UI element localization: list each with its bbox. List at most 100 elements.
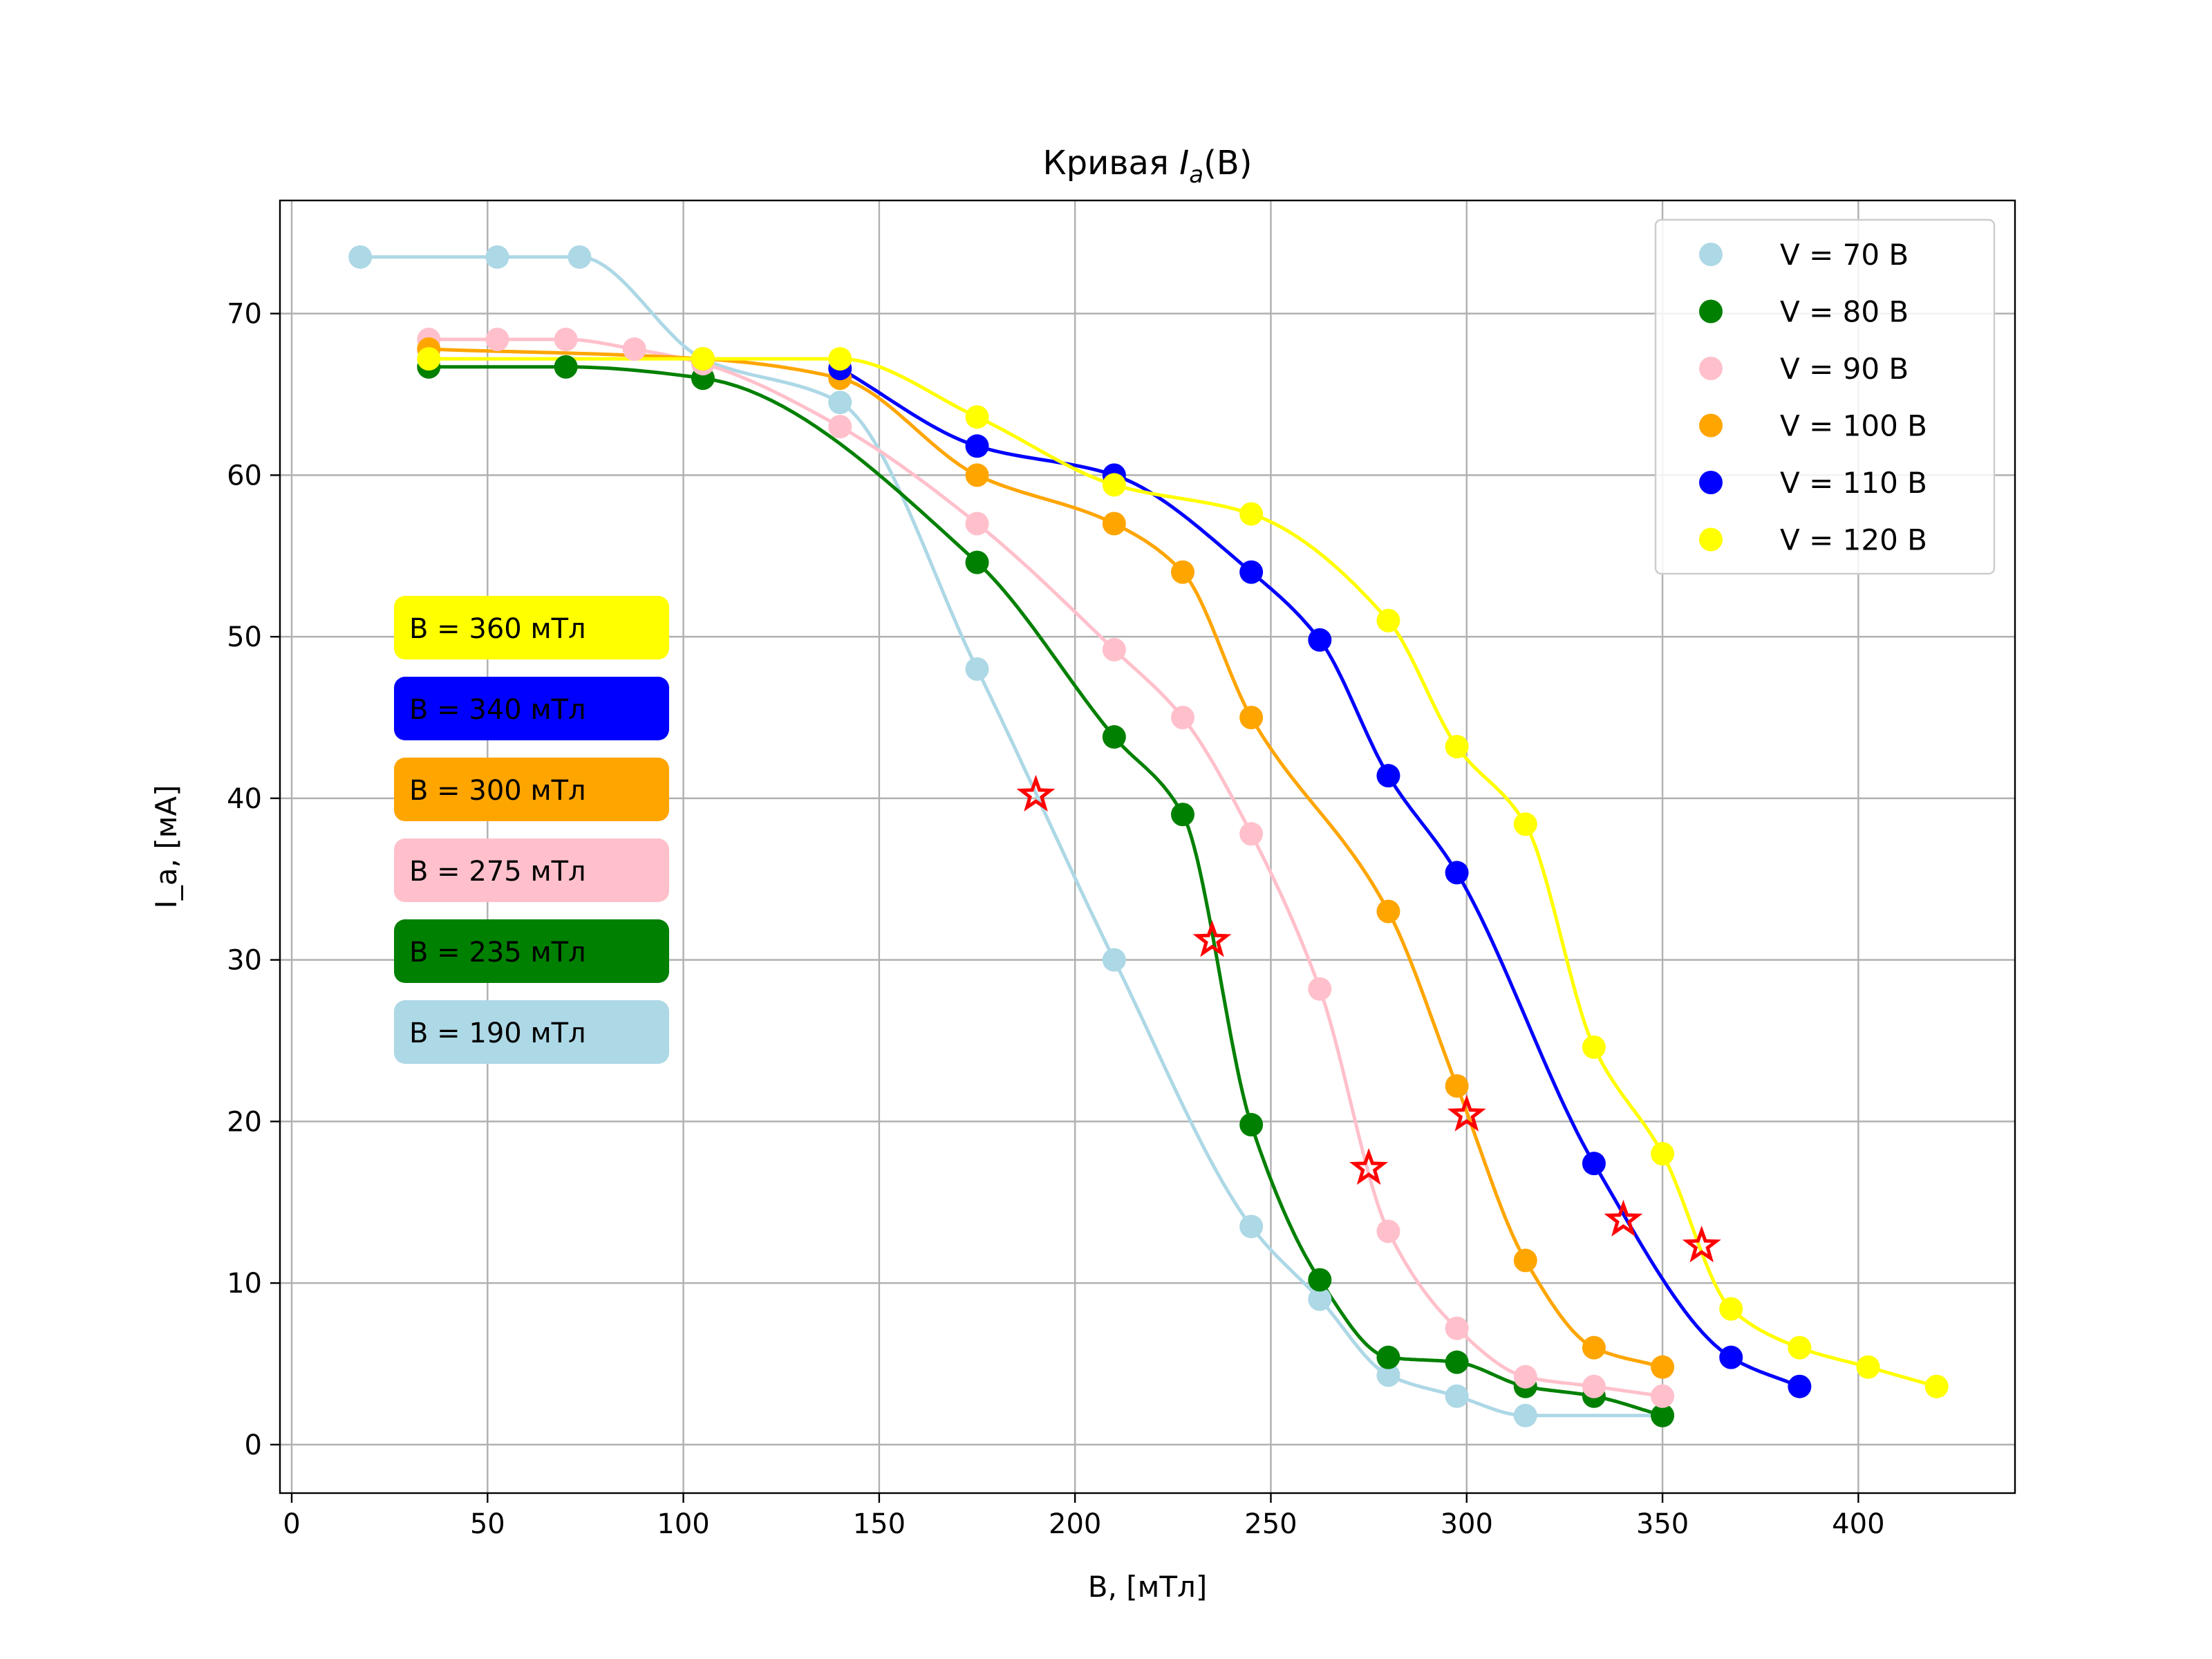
legend-marker — [1699, 471, 1723, 494]
data-point — [1376, 1363, 1400, 1387]
data-point — [1445, 1384, 1469, 1408]
axis-ticks: 0 50 100 150 200 250 300 350 400 0 10 20 30 40 50 60 70 — [227, 299, 1884, 1540]
data-point — [1445, 735, 1469, 759]
legend-marker — [1699, 527, 1723, 552]
data-point — [1102, 512, 1126, 536]
data-point — [1582, 1035, 1606, 1059]
legend-item: V = 100 В — [1699, 409, 1927, 443]
title-sub: a — [1189, 161, 1203, 189]
data-point — [1856, 1355, 1880, 1379]
annotation-box: B = 340 мТл — [394, 677, 669, 740]
annotation-label: B = 275 мТл — [409, 856, 586, 888]
data-point — [1582, 1335, 1606, 1360]
star-marker — [1682, 1226, 1721, 1263]
legend-label: V = 110 В — [1780, 466, 1927, 500]
data-point — [1719, 1345, 1743, 1369]
data-point — [1102, 637, 1126, 662]
annotation-label: B = 300 мТл — [409, 775, 586, 807]
annotation-label: B = 360 мТл — [409, 613, 586, 645]
data-point — [1924, 1374, 1949, 1398]
legend-label: V = 100 В — [1780, 409, 1927, 443]
annotation-box: B = 360 мТл — [394, 596, 669, 659]
legend-label: V = 80 В — [1780, 295, 1909, 329]
x-tick-label: 150 — [853, 1508, 906, 1540]
data-point — [1582, 1374, 1606, 1398]
y-tick-label: 60 — [227, 460, 262, 491]
data-point — [485, 328, 509, 352]
data-point — [1376, 764, 1400, 788]
legend-item: V = 90 В — [1699, 352, 1909, 386]
data-point — [1239, 560, 1264, 584]
data-point — [1308, 1268, 1332, 1292]
title-arg: (B) — [1203, 144, 1252, 182]
data-point — [1513, 1403, 1537, 1427]
annotation-background — [394, 677, 669, 740]
annotation-background — [394, 596, 669, 659]
x-tick-label: 250 — [1244, 1508, 1297, 1540]
annotation-background — [394, 919, 669, 983]
series-line-3 — [429, 347, 1663, 1369]
data-point — [1376, 1345, 1400, 1369]
data-point — [965, 550, 989, 574]
data-point — [828, 415, 852, 439]
legend-label: V = 70 В — [1780, 238, 1909, 272]
data-point — [1651, 1403, 1675, 1427]
legend-item: V = 120 В — [1699, 523, 1927, 557]
annotation-label: B = 340 мТл — [409, 694, 586, 726]
annotations: B = 360 мТл B = 340 мТл B = 300 мТл B = 275… — [394, 596, 669, 1064]
data-point — [1445, 1074, 1469, 1098]
data-point — [1239, 502, 1264, 526]
star-markers — [1016, 774, 1721, 1263]
plot-frame — [279, 199, 2016, 1494]
legend: V = 70 В V = 80 В V = 90 В V = 100 В V = 110… — [1654, 218, 1996, 575]
annotation-box: B = 190 мТл — [394, 1000, 669, 1064]
data-point — [828, 391, 852, 415]
star-marker — [1349, 1147, 1389, 1185]
annotation-box: B = 235 мТл — [394, 919, 669, 983]
data-point — [1513, 1248, 1537, 1273]
x-tick-label: 200 — [1049, 1508, 1101, 1540]
y-tick-label: 0 — [245, 1430, 262, 1461]
x-tick-label: 350 — [1636, 1508, 1689, 1540]
data-point — [1308, 628, 1332, 652]
legend-marker — [1699, 357, 1723, 380]
star-marker — [1192, 920, 1232, 957]
y-tick-label: 30 — [227, 945, 262, 977]
annotation-label: B = 190 мТл — [409, 1018, 586, 1049]
data-point — [1239, 706, 1264, 729]
annotation-box: B = 275 мТл — [394, 838, 669, 902]
data-point — [417, 347, 441, 371]
data-point — [965, 512, 989, 536]
chart-title: Кривая Ia(B) — [1043, 144, 1253, 189]
title-prefix: Кривая — [1043, 144, 1180, 182]
data-point — [622, 337, 646, 362]
data-point — [1102, 948, 1126, 972]
annotation-background — [394, 1000, 669, 1064]
y-tick-label: 20 — [227, 1106, 262, 1138]
data-point — [1651, 1355, 1675, 1379]
data-point — [568, 245, 592, 269]
data-point — [485, 245, 509, 269]
data-point — [828, 347, 852, 371]
y-tick-label: 40 — [227, 783, 262, 815]
x-tick-label: 300 — [1441, 1508, 1493, 1540]
data-point — [1239, 1113, 1264, 1137]
legend-marker — [1699, 243, 1723, 266]
x-axis-label: B, [мТл] — [1088, 1570, 1207, 1604]
data-point — [1376, 899, 1400, 924]
annotation-label: B = 235 мТл — [409, 937, 586, 968]
data-point — [965, 434, 989, 458]
star-marker — [1447, 1094, 1486, 1132]
star-marker — [1016, 774, 1056, 812]
data-point — [348, 245, 373, 269]
data-point — [1308, 1287, 1332, 1311]
data-point — [965, 463, 989, 487]
data-point — [1102, 473, 1126, 497]
annotation-background — [394, 758, 669, 821]
data-point — [1582, 1152, 1606, 1176]
series-line-2 — [429, 337, 1663, 1398]
x-tick-label: 50 — [470, 1508, 505, 1540]
data-point — [691, 347, 715, 371]
data-point — [1308, 977, 1332, 1001]
